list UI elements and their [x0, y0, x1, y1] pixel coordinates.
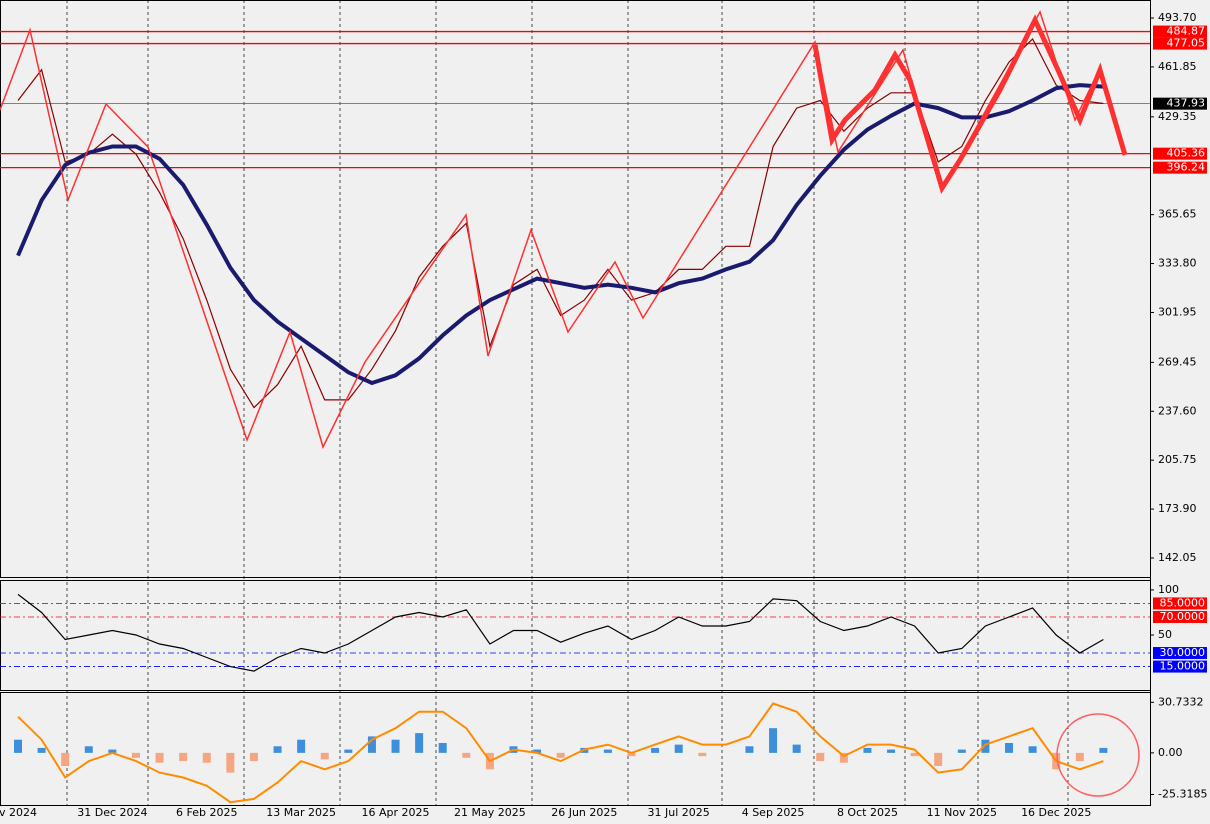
bar [37, 747, 46, 753]
bar [934, 752, 943, 767]
y-tick-label: 205.75 [1158, 453, 1197, 466]
bar [745, 746, 754, 753]
y-tick-label: 333.80 [1158, 257, 1197, 270]
bar [651, 747, 660, 753]
bar [155, 752, 164, 763]
y-tick-label: 237.60 [1158, 404, 1197, 417]
zigzag [0, 10, 1101, 450]
bar [674, 744, 683, 753]
annotations [0, 10, 1140, 797]
y-tick-label: 493.70 [1158, 11, 1197, 24]
y-tick-label: 0.00 [1158, 746, 1183, 759]
level-label-box [1153, 660, 1207, 673]
bar [344, 749, 353, 753]
bar [179, 752, 188, 762]
bar [297, 739, 306, 753]
y-tick-label: 301.95 [1158, 305, 1197, 318]
level-label-box [1153, 647, 1207, 660]
y-tick-label: 429.35 [1158, 110, 1197, 123]
bar [273, 746, 282, 753]
series-line [17, 593, 1104, 672]
bar [391, 739, 400, 753]
y-tick-label: 461.85 [1158, 60, 1197, 73]
level-label: 15.0000 [1160, 660, 1206, 673]
x-tick-label: 16 Apr 2025 [362, 806, 430, 819]
level-label-box [1153, 147, 1207, 160]
x-tick-label: 26 Jun 2025 [551, 806, 617, 819]
x-tick-label: 31 Dec 2024 [77, 806, 147, 819]
level-label: 396.24 [1167, 161, 1206, 174]
highlight-circle [1056, 713, 1140, 797]
x-tick-label: 4 Sep 2025 [742, 806, 805, 819]
bar [698, 752, 707, 757]
x-tick-label: 31 Jul 2025 [648, 806, 710, 819]
series-line [16, 83, 1104, 386]
bar [863, 747, 872, 753]
series-line [17, 38, 1104, 409]
bar [887, 749, 896, 753]
bar [839, 752, 848, 763]
x-tick-label: v 2024 [0, 806, 37, 819]
y-tick-label: 30.7332 [1158, 695, 1204, 708]
arrow-path [812, 14, 1128, 194]
bar [816, 752, 825, 762]
bar [603, 749, 612, 753]
bar [1099, 747, 1108, 753]
level-label-box [1153, 97, 1207, 110]
bar [957, 749, 966, 753]
level-label-box [1153, 610, 1207, 623]
level-label: 70.0000 [1160, 610, 1206, 623]
bar [769, 728, 778, 753]
x-tick-label: 8 Oct 2025 [837, 806, 898, 819]
x-tick-label: 21 May 2025 [454, 806, 526, 819]
level-label: 437.93 [1167, 97, 1206, 110]
bar [627, 752, 636, 757]
bar [438, 742, 447, 753]
bar [910, 752, 919, 757]
y-tick-label: -25.3185 [1158, 788, 1207, 801]
bar [1028, 746, 1037, 753]
x-tick-label: 6 Feb 2025 [176, 806, 237, 819]
bar [533, 749, 542, 753]
bar [1005, 742, 1014, 753]
bar [202, 752, 211, 763]
bar [792, 744, 801, 753]
bar [367, 736, 376, 753]
y-tick-label: 100 [1158, 583, 1179, 596]
x-tick-label: 11 Nov 2025 [927, 806, 997, 819]
x-tick-label: 16 Dec 2025 [1021, 806, 1091, 819]
y-tick-label: 173.90 [1158, 502, 1197, 515]
bar [981, 739, 990, 753]
bar [462, 752, 471, 758]
level-label: 30.0000 [1160, 646, 1206, 659]
level-label: 405.36 [1167, 147, 1206, 160]
bar [14, 739, 22, 753]
bar [108, 749, 117, 753]
y-tick-label: 365.65 [1158, 208, 1197, 221]
level-label: 477.05 [1167, 37, 1206, 50]
level-label-box [1153, 37, 1207, 50]
level-label-box [1153, 597, 1207, 610]
bar [556, 752, 565, 758]
bar [131, 752, 140, 758]
bar [415, 733, 424, 753]
bar [61, 752, 70, 767]
level-label: 85.0000 [1160, 596, 1206, 609]
signal-line [17, 702, 1104, 804]
level-label-box [1153, 25, 1207, 38]
y-tick-label: 50 [1158, 628, 1172, 641]
x-tick-label: 13 Mar 2025 [266, 806, 336, 819]
bar [226, 752, 235, 773]
bar [249, 752, 258, 762]
y-tick-label: 269.45 [1158, 355, 1197, 368]
bar [84, 746, 93, 753]
level-label: 484.87 [1167, 25, 1206, 38]
bar [320, 752, 329, 760]
level-label-box [1153, 161, 1207, 174]
bar [1075, 752, 1084, 762]
y-tick-label: 142.05 [1158, 551, 1197, 564]
